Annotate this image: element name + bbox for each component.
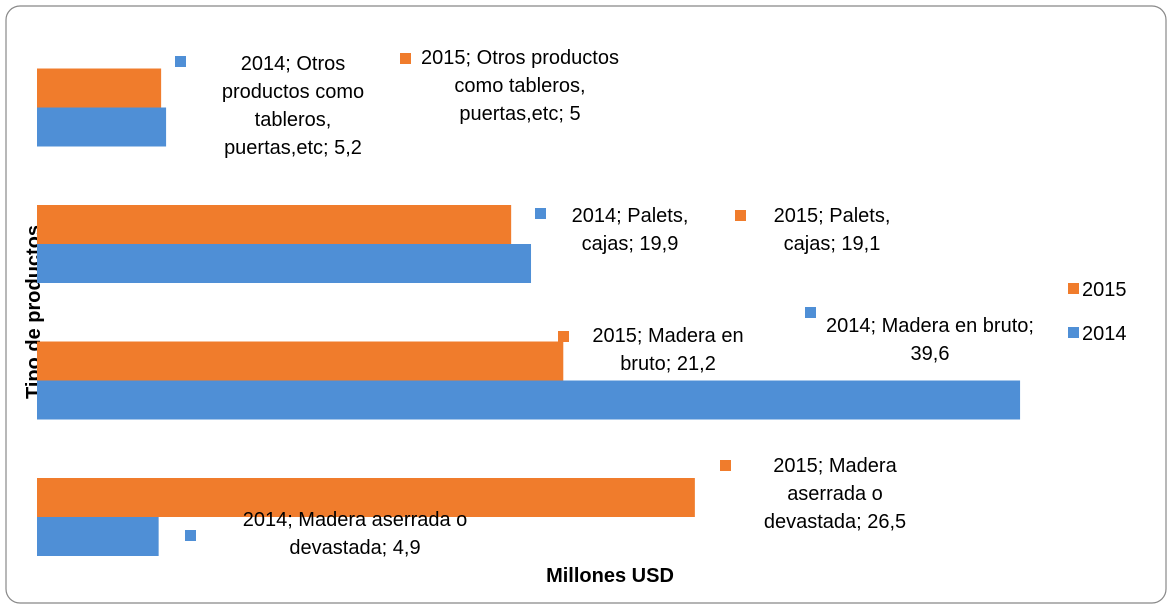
data-label-key [720, 460, 731, 471]
bar [37, 380, 1021, 420]
chart-frame [5, 5, 1167, 604]
bar [37, 517, 159, 556]
data-label: 2015; Palets, cajas; 19,1 [773, 205, 891, 255]
bar [37, 478, 695, 517]
data-label-key [558, 331, 569, 342]
data-label: 2014; Otros productos como tableros, pue… [221, 53, 365, 159]
bar [37, 244, 532, 283]
data-label-key [535, 208, 546, 219]
data-label: 2015; Madera aserrada o devastada; 26,5 [763, 455, 907, 533]
data-label: 2014; Madera aserrada o devastada; 4,9 [242, 509, 468, 559]
bar [37, 107, 167, 147]
bar [37, 205, 512, 244]
x-axis-title: Millones USD [546, 565, 674, 587]
data-label: 2015; Otros productos como tableros, pue… [421, 47, 619, 125]
data-label: 2015; Madera en bruto; 21,2 [592, 325, 744, 375]
data-label-key [805, 307, 816, 318]
legend-key [1068, 327, 1079, 338]
legend-label: 2014 [1082, 323, 1127, 345]
data-label: 2014; Palets, cajas; 19,9 [571, 205, 689, 255]
bar [37, 341, 564, 381]
data-label-key [185, 530, 196, 541]
data-label: 2014; Madera en bruto; 39,6 [826, 315, 1034, 365]
bar [37, 68, 162, 108]
legend-key [1068, 283, 1079, 294]
data-label-key [400, 53, 411, 64]
legend-label: 2015 [1082, 279, 1127, 301]
data-label-key [175, 56, 186, 67]
data-label-key [735, 210, 746, 221]
